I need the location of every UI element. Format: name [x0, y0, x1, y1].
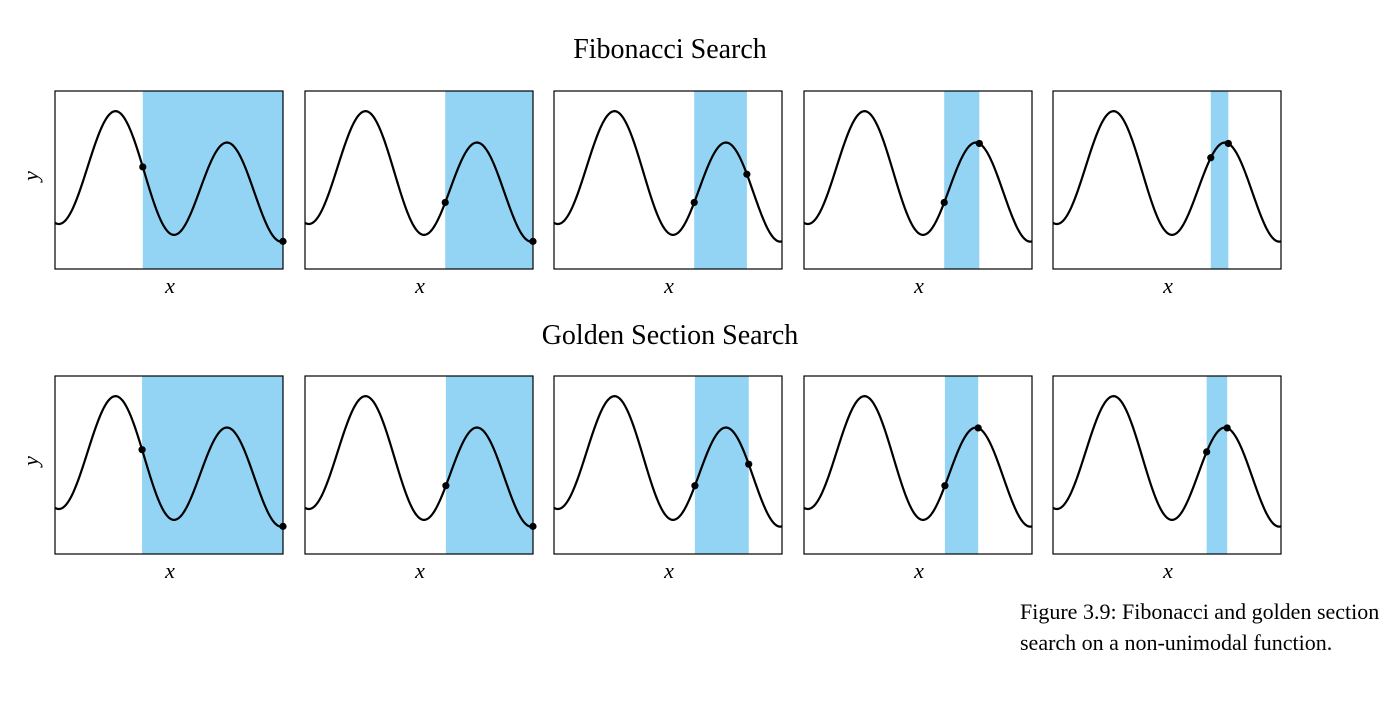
- evaluation-point: [940, 198, 948, 207]
- evaluation-point: [441, 198, 449, 207]
- x-axis-label: x: [164, 273, 175, 298]
- evaluation-point: [691, 482, 699, 490]
- function-curve: [804, 395, 1032, 528]
- panel: x: [54, 375, 287, 583]
- x-axis-label: x: [663, 558, 674, 583]
- evaluation-point: [1203, 448, 1211, 456]
- function-curve: [804, 110, 1032, 243]
- x-axis-label: x: [913, 273, 924, 298]
- evaluation-point: [690, 198, 698, 207]
- evaluation-point: [975, 139, 983, 148]
- panel-frame: [54, 90, 284, 270]
- panel: x: [553, 375, 783, 583]
- evaluation-point: [941, 482, 949, 490]
- search-interval: [944, 376, 979, 554]
- x-axis-label: x: [414, 273, 425, 298]
- panel-frame: [304, 90, 534, 270]
- function-curve: [1053, 110, 1281, 243]
- panel-frame: [1052, 90, 1282, 270]
- function-curve: [305, 395, 533, 528]
- panel-frame: [803, 375, 1033, 555]
- panel-frame: [553, 375, 783, 555]
- evaluation-point: [1224, 139, 1232, 148]
- panel: x: [1052, 90, 1282, 298]
- evaluation-point: [1223, 424, 1231, 432]
- panel: x: [1052, 375, 1282, 583]
- panel-frame: [304, 375, 534, 555]
- search-interval: [1210, 91, 1229, 269]
- panel: x: [553, 90, 783, 298]
- x-axis-label: x: [1162, 558, 1173, 583]
- search-interval: [445, 376, 533, 554]
- evaluation-point: [442, 482, 450, 490]
- panel: x: [304, 90, 537, 298]
- function-curve: [55, 395, 283, 528]
- x-axis-label: x: [663, 273, 674, 298]
- evaluation-point: [139, 163, 147, 171]
- figure-caption: Figure 3.9: Fibonacci and golden section…: [1020, 599, 1380, 655]
- x-axis-label: x: [414, 558, 425, 583]
- panel-frame: [553, 90, 783, 270]
- panel-frame: [803, 90, 1033, 270]
- panel-frame: [54, 375, 284, 555]
- search-interval: [944, 91, 980, 269]
- fibonacci-row-title: Fibonacci Search: [573, 34, 767, 65]
- panel-frame: [1052, 375, 1282, 555]
- evaluation-point: [974, 424, 982, 432]
- search-interval: [694, 376, 749, 554]
- search-interval: [1206, 376, 1228, 554]
- evaluation-point: [745, 460, 753, 468]
- panel: x: [803, 375, 1033, 583]
- panel: x: [304, 375, 537, 583]
- function-curve: [554, 395, 782, 528]
- panel: x: [803, 90, 1033, 298]
- panel: x: [54, 90, 287, 298]
- evaluation-point: [743, 170, 751, 178]
- x-axis-label: x: [164, 558, 175, 583]
- function-curve: [55, 110, 283, 243]
- evaluation-point: [138, 446, 146, 454]
- search-interval: [445, 91, 533, 269]
- function-curve: [1053, 395, 1281, 528]
- x-axis-label: x: [913, 558, 924, 583]
- search-interval: [142, 91, 283, 269]
- function-curve: [305, 110, 533, 243]
- function-curve: [554, 110, 782, 243]
- golden-section-row-title: Golden Section Search: [541, 320, 799, 351]
- search-interval: [142, 376, 283, 554]
- y-axis-label: y: [18, 171, 43, 183]
- x-axis-label: x: [1162, 273, 1173, 298]
- y-axis-label: y: [18, 456, 43, 468]
- evaluation-point: [1207, 154, 1215, 162]
